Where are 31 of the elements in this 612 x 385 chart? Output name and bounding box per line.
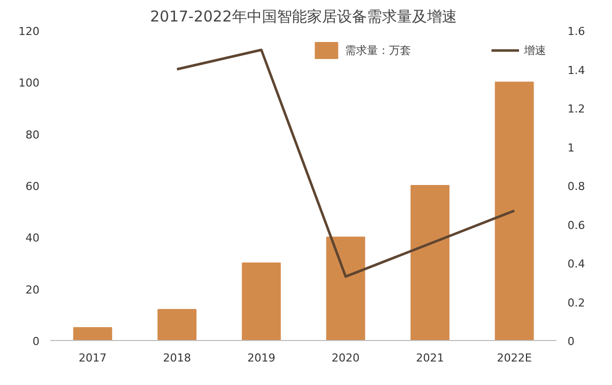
bar [326, 236, 366, 340]
x-tick-label: 2019 [247, 352, 276, 364]
y2-tick-label: 0 [568, 335, 574, 348]
x-tick-label: 2021 [416, 352, 444, 364]
y-tick-label: 100 [18, 76, 40, 90]
x-tick-label: 2018 [163, 352, 192, 364]
bar [242, 262, 281, 340]
y-tick-label: 80 [26, 128, 40, 142]
x-tick-label: 2022E [496, 352, 532, 364]
chart-title: 2017-2022年中国智能家居设备需求量及增速 [150, 8, 457, 26]
x-tick-label: 2020 [332, 352, 360, 364]
y2-tick-label: 1.2 [568, 102, 585, 116]
y2-tick-label: 0.4 [568, 258, 585, 270]
y2-tick-label: 1 [568, 141, 574, 154]
legend-label: 增速 [524, 42, 546, 58]
y-tick-label: 120 [18, 25, 40, 38]
y2-tick-label: 0.6 [568, 218, 585, 232]
y-tick-label: 40 [26, 232, 40, 245]
bar [158, 309, 196, 340]
bar [494, 82, 534, 340]
y2-tick-label: 1.4 [568, 64, 585, 77]
y-tick-label: 0 [32, 335, 40, 348]
y-tick-label: 20 [26, 283, 40, 296]
y-tick-label: 60 [26, 180, 40, 193]
bar [410, 185, 450, 340]
bar [73, 327, 112, 340]
x-tick-label: 2017 [78, 352, 107, 364]
y2-tick-label: 0.8 [568, 180, 585, 193]
y2-tick-label: 1.6 [568, 25, 585, 38]
legend-label: 需求量：万套 [345, 42, 411, 58]
y2-tick-label: 0.2 [568, 296, 585, 310]
